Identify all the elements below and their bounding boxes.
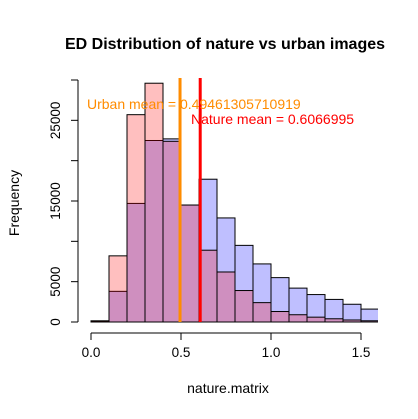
x-axis-label: nature.matrix: [187, 380, 269, 396]
nature-bar: [360, 308, 378, 323]
urban-bar: [126, 114, 146, 323]
urban-bar: [144, 82, 164, 323]
y-tick-label: 5000: [48, 267, 63, 297]
bars-layer: [90, 82, 378, 323]
x-tick-label: 0.0: [82, 345, 101, 360]
y-axis-label: Frequency: [6, 170, 22, 236]
urban-bar: [90, 320, 110, 323]
urban-bar: [252, 302, 272, 323]
y-tick-label: 15000: [48, 182, 63, 220]
urban-bar: [216, 271, 236, 323]
x-tick-label: 1.0: [262, 345, 281, 360]
urban-mean-annotation: Urban mean = 0.49461305710919: [87, 96, 301, 112]
nature-bar: [342, 303, 362, 323]
urban-bar: [360, 320, 378, 323]
urban-bar: [342, 319, 362, 323]
urban-bar: [288, 314, 308, 323]
urban-bar: [180, 204, 200, 323]
axes-layer: 0.0 0.5 1.0 1.5 0 5000 15000 25000: [48, 79, 371, 360]
chart-title: ED Distribution of nature vs urban image…: [65, 36, 385, 53]
urban-bar: [306, 316, 326, 323]
urban-bar: [324, 318, 344, 323]
x-tick-label: 0.5: [172, 345, 191, 360]
x-tick-label: 1.5: [352, 345, 371, 360]
nature-mean-annotation: Nature mean = 0.6066995: [191, 111, 354, 127]
y-tick-label: 0: [48, 318, 63, 326]
urban-bar: [162, 140, 182, 323]
urban-bar: [270, 311, 290, 323]
urban-bar: [234, 290, 254, 323]
y-tick-label: 25000: [48, 102, 63, 140]
urban-bar: [108, 255, 128, 323]
